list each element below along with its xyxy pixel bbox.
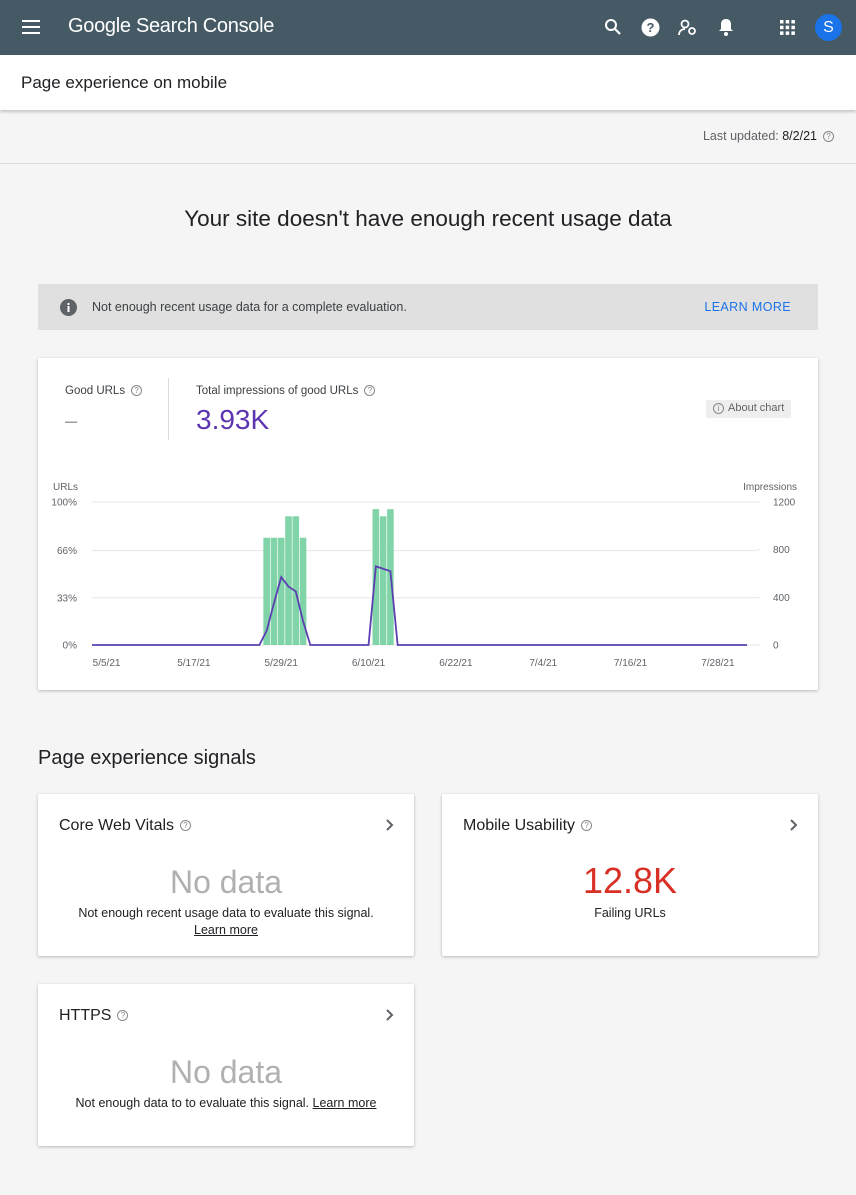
- help-icon[interactable]: ?: [117, 1010, 129, 1022]
- signal-value: 12.8K: [582, 860, 678, 901]
- notifications-button[interactable]: [718, 17, 734, 37]
- signal-card[interactable]: Mobile Usability? 12.8K Failing URLs: [442, 794, 818, 956]
- signal-title: Core Web Vitals?: [59, 817, 192, 835]
- metric-label-text: Total impressions of good URLs: [196, 385, 359, 397]
- about-chart-button[interactable]: i About chart: [706, 400, 792, 418]
- admin-button[interactable]: [678, 18, 698, 37]
- learn-more-button[interactable]: LEARN MORE: [704, 300, 791, 314]
- help-button[interactable]: ?: [641, 18, 660, 37]
- signal-value: No data: [169, 1054, 283, 1090]
- signal-title-text: Mobile Usability: [463, 817, 576, 834]
- signal-card[interactable]: HTTPS? No data Not enough data to to eva…: [38, 984, 414, 1146]
- signal-value: No data: [169, 864, 283, 900]
- divider: [0, 163, 856, 164]
- help-icon[interactable]: ?: [131, 385, 143, 397]
- last-updated-label: Last updated:: [702, 129, 779, 143]
- last-updated-value: 8/2/21: [782, 129, 817, 143]
- signal-note: Not enough recent usage data to evaluate…: [78, 906, 374, 920]
- help-icon[interactable]: ?: [180, 820, 192, 832]
- learn-more-link[interactable]: Learn more: [194, 923, 258, 937]
- metric-value: –: [65, 408, 78, 433]
- chevron: [386, 1009, 394, 1021]
- signal-note: Failing URLs: [594, 906, 666, 920]
- help-icon[interactable]: ?: [581, 820, 593, 832]
- metric-label-text: Good URLs: [65, 385, 126, 397]
- section-title: Page experience signals: [38, 747, 256, 769]
- help-icon[interactable]: ?: [823, 131, 834, 143]
- signal-title-text: Core Web Vitals: [59, 817, 175, 834]
- banner-text: Not enough recent usage data for a compl…: [92, 300, 407, 314]
- apps-button[interactable]: [780, 20, 795, 35]
- svg-text:?: ?: [647, 20, 655, 35]
- metric-label: Total impressions of good URLs?: [196, 385, 376, 397]
- top-bar: Google Search Console ? S: [0, 0, 856, 55]
- signal-note: Not enough data to to evaluate this sign…: [75, 1096, 310, 1110]
- chevron: [790, 819, 798, 831]
- chevron: [386, 819, 394, 831]
- signal-title-text: HTTPS: [59, 1007, 112, 1024]
- headline: Your site doesn't have enough recent usa…: [184, 206, 672, 231]
- signal-title: HTTPS?: [59, 1007, 129, 1025]
- about-chart-label: About chart: [728, 402, 785, 414]
- signal-card[interactable]: Core Web Vitals? No data Not enough rece…: [38, 794, 414, 956]
- account-avatar[interactable]: S: [815, 14, 842, 41]
- app-name[interactable]: Google Search Console: [68, 15, 275, 37]
- help-icon[interactable]: ?: [364, 385, 376, 397]
- info-banner: Not enough recent usage data for a compl…: [38, 284, 818, 330]
- summary-card: Good URLs? – Total impressions of good U…: [38, 358, 818, 690]
- learn-more-link[interactable]: Learn more: [312, 1096, 377, 1110]
- menu-button[interactable]: [22, 20, 40, 34]
- metric-value: 3.93K: [196, 404, 270, 435]
- info-icon: [60, 299, 77, 316]
- metric-label: Good URLs?: [65, 385, 143, 397]
- search-button[interactable]: [604, 18, 622, 36]
- page-title: Page experience on mobile: [0, 55, 856, 110]
- signal-title: Mobile Usability?: [463, 817, 593, 835]
- last-updated: Last updated: 8/2/21?: [703, 129, 834, 143]
- metric-divider: [168, 378, 169, 440]
